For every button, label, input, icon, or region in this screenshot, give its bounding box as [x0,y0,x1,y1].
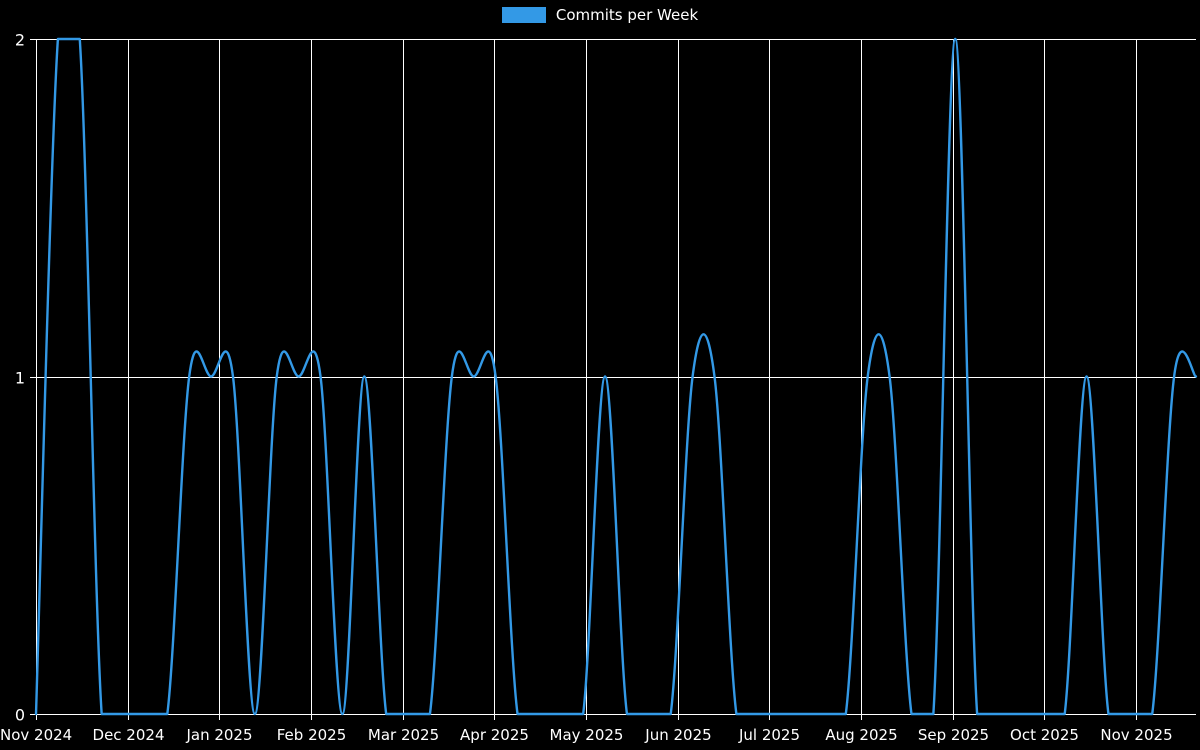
gridlines-group [36,39,1196,715]
series-group [34,37,1198,716]
y-axis-labels-group: 0 1 2 [15,31,25,725]
y-axis-tick-label: 2 [15,31,25,50]
y-axis-tick-label: 0 [15,706,25,725]
x-axis-tick-label: Jan 2025 [185,726,252,744]
y-axis-tick-label: 1 [15,369,25,388]
x-axis-tick-label: Dec 2024 [93,726,165,744]
x-axis-tick-label: Feb 2025 [277,726,347,744]
x-axis-tick-label: Sep 2025 [918,726,989,744]
x-axis-tick-label: Nov 2024 [0,726,72,744]
x-axis-tick-label: May 2025 [550,726,624,744]
x-axis-tick-label: Aug 2025 [825,726,897,744]
series-line-commits-per-week [34,37,1198,716]
x-axis-labels-group: Nov 2024 Dec 2024 Jan 2025 Feb 2025 Mar 2025… [0,726,1173,744]
x-axis-tick-label: Jun 2025 [644,726,711,744]
x-axis-tick-label: Oct 2025 [1010,726,1079,744]
x-axis-tick-label: Nov 2025 [1100,726,1172,744]
x-axis-tick-label: Jul 2025 [738,726,800,744]
x-axis-tick-label: Apr 2025 [460,726,529,744]
x-axis-tick-label: Mar 2025 [368,726,439,744]
